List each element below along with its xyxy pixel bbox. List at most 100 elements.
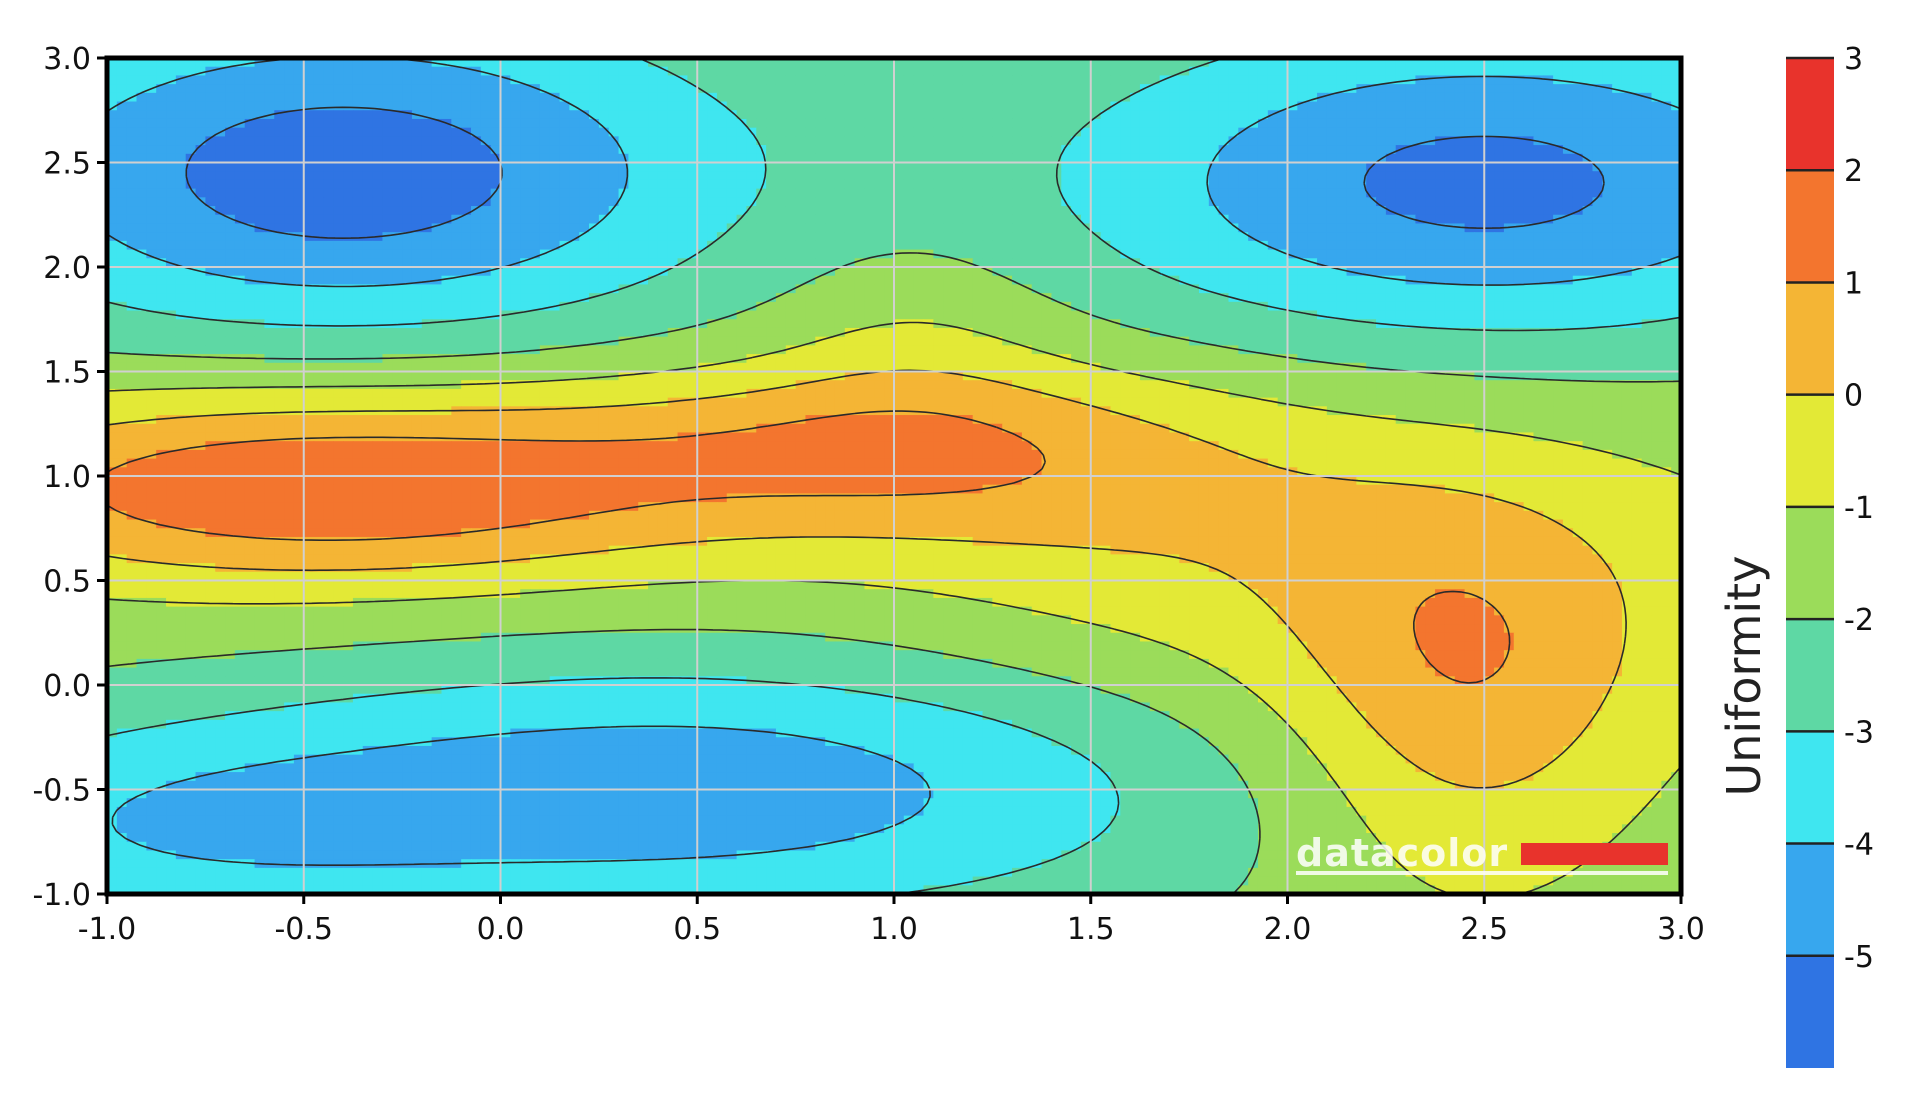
- contour-cell: [323, 275, 334, 286]
- contour-cell: [136, 66, 147, 77]
- contour-cell: [1051, 145, 1062, 155]
- contour-cell: [1169, 188, 1180, 198]
- contour-cell: [1218, 127, 1230, 137]
- contour-cell: [234, 127, 246, 137]
- contour-cell: [1228, 162, 1239, 172]
- contour-cell: [834, 275, 846, 286]
- contour-cell: [894, 240, 905, 251]
- contour-cell: [166, 301, 177, 312]
- contour-cell: [1120, 171, 1131, 181]
- contour-cell: [274, 301, 285, 312]
- contour-cell: [333, 153, 344, 164]
- contour-cell: [894, 58, 905, 68]
- contour-cell: [785, 267, 797, 277]
- contour-cell: [1631, 223, 1643, 233]
- contour-cell: [254, 310, 265, 320]
- contour-cell: [116, 197, 128, 207]
- contour-cell: [1179, 301, 1190, 312]
- contour-cell: [707, 145, 718, 155]
- contour-cell: [1553, 92, 1564, 103]
- contour-cell: [1317, 127, 1328, 137]
- contour-cell: [1474, 310, 1485, 320]
- contour-cell: [1523, 162, 1535, 172]
- contour-cell: [382, 92, 393, 103]
- contour-cell: [1267, 319, 1279, 329]
- contour-cell: [225, 284, 236, 294]
- contour-cell: [274, 240, 285, 251]
- contour-cell: [1021, 92, 1033, 103]
- contour-cell: [1602, 275, 1613, 286]
- contour-cell: [1110, 240, 1121, 251]
- contour-cell: [785, 188, 797, 198]
- contour-cell: [185, 327, 197, 338]
- contour-cell: [1041, 223, 1052, 233]
- contour-cell: [362, 127, 374, 137]
- contour-cell: [1641, 223, 1653, 233]
- contour-cell: [1257, 101, 1269, 111]
- contour-cell: [264, 206, 275, 216]
- contour-cell: [657, 153, 669, 164]
- contour-cell: [962, 179, 974, 190]
- contour-cell: [411, 75, 423, 85]
- contour-cell: [805, 267, 816, 277]
- contour-cell: [303, 275, 315, 286]
- contour-cell: [923, 171, 934, 181]
- contour-cell: [1218, 301, 1230, 312]
- contour-cell: [1612, 66, 1623, 77]
- contour-cell: [313, 197, 325, 207]
- contour-cell: [874, 136, 885, 146]
- contour-cell: [1376, 145, 1387, 155]
- contour-cell: [156, 240, 167, 251]
- contour-cell: [549, 136, 561, 146]
- contour-cell: [215, 284, 226, 294]
- contour-cell: [579, 284, 590, 294]
- contour-cell: [766, 179, 777, 190]
- contour-cell: [913, 179, 925, 190]
- contour-cell: [884, 206, 895, 216]
- contour-cell: [1425, 101, 1436, 111]
- contour-cell: [1317, 206, 1328, 216]
- contour-cell: [205, 179, 216, 190]
- contour-cell: [1198, 275, 1210, 286]
- contour-cell: [1474, 240, 1485, 251]
- contour-cell: [913, 58, 925, 68]
- contour-cell: [293, 319, 305, 329]
- contour-cell: [313, 58, 325, 68]
- contour-cell: [667, 75, 679, 85]
- contour-cell: [107, 58, 118, 68]
- contour-cell: [1385, 214, 1397, 225]
- contour-cell: [1444, 267, 1456, 277]
- contour-cell: [1267, 240, 1279, 251]
- contour-cell: [1228, 319, 1239, 329]
- contour-cell: [1198, 92, 1210, 103]
- contour-cell: [687, 223, 698, 233]
- contour-cell: [559, 301, 570, 312]
- contour-cell: [716, 145, 728, 155]
- contour-cell: [569, 66, 580, 77]
- contour-cell: [1002, 214, 1013, 225]
- contour-cell: [411, 171, 423, 181]
- contour-cell: [313, 162, 325, 172]
- contour-cell: [146, 75, 157, 85]
- contour-cell: [1169, 84, 1180, 94]
- contour-cell: [923, 206, 934, 216]
- contour-cell: [411, 301, 423, 312]
- contour-cell: [530, 206, 541, 216]
- contour-cell: [1336, 319, 1348, 329]
- contour-cell: [382, 153, 393, 164]
- contour-cell: [1385, 145, 1397, 155]
- contour-cell: [1149, 258, 1161, 268]
- contour-cell: [1051, 75, 1062, 85]
- contour-cell: [490, 240, 502, 251]
- contour-cell: [1435, 206, 1446, 216]
- contour-cell: [598, 145, 610, 155]
- contour-cell: [805, 232, 816, 242]
- contour-cell: [943, 136, 954, 146]
- contour-cell: [1130, 310, 1141, 320]
- contour-cell: [1336, 267, 1348, 277]
- contour-cell: [510, 118, 521, 129]
- contour-cell: [1415, 197, 1426, 207]
- contour-cell: [1139, 145, 1151, 155]
- contour-cell: [1080, 153, 1092, 164]
- contour-cell: [1612, 301, 1623, 312]
